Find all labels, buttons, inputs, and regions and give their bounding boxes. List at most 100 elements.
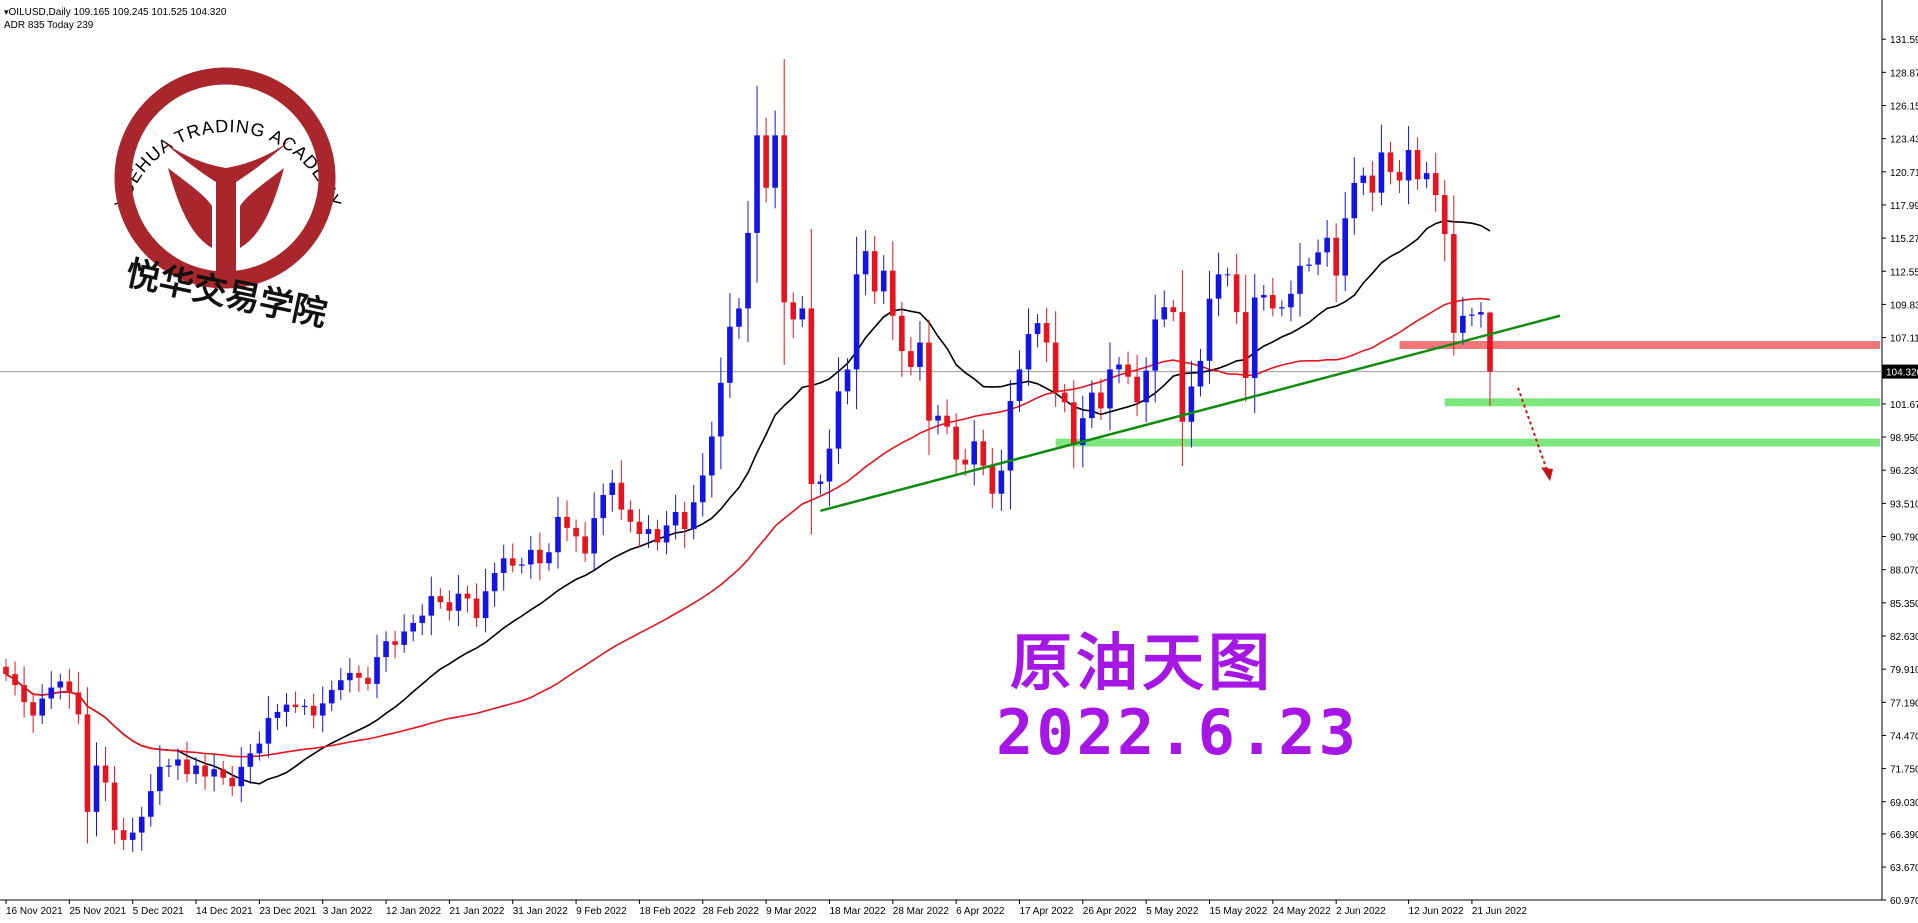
y-tick-label: 82.630 bbox=[1890, 632, 1918, 643]
candle-body bbox=[1423, 173, 1430, 180]
candle bbox=[509, 543, 516, 573]
candle-body bbox=[1324, 237, 1330, 253]
candle-body bbox=[862, 251, 869, 275]
candle-body bbox=[1369, 175, 1376, 193]
candle bbox=[1016, 350, 1023, 413]
candle-body bbox=[627, 509, 634, 522]
candle-body bbox=[401, 631, 407, 645]
candle-body bbox=[564, 516, 570, 528]
candle-body bbox=[1215, 274, 1222, 299]
y-tick-label: 109.830 bbox=[1890, 300, 1918, 311]
candle bbox=[1469, 307, 1475, 327]
x-tick-label: 14 Dec 2021 bbox=[196, 906, 253, 917]
candle-body bbox=[636, 521, 643, 534]
candle-body bbox=[1007, 401, 1014, 471]
x-tick-label: 31 Jan 2022 bbox=[513, 906, 568, 917]
candle bbox=[1107, 342, 1113, 431]
candle bbox=[636, 508, 643, 548]
candle bbox=[564, 500, 570, 542]
projection-arrow-head bbox=[1541, 467, 1553, 482]
candle-body bbox=[247, 753, 254, 767]
candle bbox=[283, 693, 290, 727]
y-tick-label: 101.670 bbox=[1890, 400, 1918, 411]
candle bbox=[1197, 348, 1204, 397]
candle bbox=[736, 298, 742, 339]
candle-body bbox=[1089, 392, 1095, 419]
chart-overlay-title: 原油天图 bbox=[1010, 626, 1275, 699]
candle-body bbox=[500, 558, 507, 573]
candle-body bbox=[374, 657, 380, 684]
ma-fast-line bbox=[5, 219, 1491, 785]
candle bbox=[1432, 152, 1439, 212]
candle-body bbox=[1297, 265, 1303, 294]
candle bbox=[745, 201, 751, 343]
candle-body bbox=[1387, 152, 1394, 172]
candle-body bbox=[1179, 312, 1186, 422]
candle-body bbox=[1279, 307, 1285, 309]
candle bbox=[500, 544, 507, 591]
candle bbox=[1215, 252, 1222, 317]
candle bbox=[1061, 383, 1068, 413]
y-tick-label: 74.470 bbox=[1890, 731, 1918, 742]
candle-body bbox=[1270, 295, 1276, 309]
candle bbox=[1233, 253, 1240, 325]
candle-body bbox=[1487, 312, 1493, 372]
candle bbox=[437, 588, 444, 609]
candle bbox=[202, 752, 208, 790]
candle bbox=[301, 698, 308, 716]
candle-body bbox=[12, 674, 18, 686]
candle bbox=[672, 494, 679, 540]
candle-body bbox=[193, 765, 199, 775]
resistance-zone bbox=[1399, 341, 1880, 350]
candle bbox=[419, 604, 426, 636]
candle bbox=[727, 293, 733, 399]
candle bbox=[1333, 223, 1339, 303]
candle-body bbox=[419, 615, 426, 623]
candle bbox=[1270, 277, 1276, 317]
candle bbox=[347, 658, 353, 693]
candle-body bbox=[365, 677, 371, 684]
candle bbox=[609, 469, 616, 512]
x-tick-label: 16 Nov 2021 bbox=[6, 906, 63, 917]
candle bbox=[491, 562, 498, 607]
candle bbox=[175, 748, 181, 780]
candle-body bbox=[817, 481, 824, 484]
candle-body bbox=[1432, 173, 1439, 196]
y-tick-label: 126.150 bbox=[1890, 101, 1918, 112]
y-tick-label: 98.950 bbox=[1890, 433, 1918, 444]
y-tick-label: 88.070 bbox=[1890, 566, 1918, 577]
candle bbox=[1152, 294, 1159, 403]
candle bbox=[880, 255, 887, 305]
candle bbox=[138, 806, 145, 851]
candle-body bbox=[482, 591, 489, 619]
candle bbox=[1125, 351, 1131, 385]
candle bbox=[1043, 307, 1050, 363]
candle-body bbox=[292, 704, 299, 708]
candle-body bbox=[328, 689, 335, 704]
candle-body bbox=[301, 705, 308, 708]
candle bbox=[1478, 302, 1484, 328]
candle bbox=[473, 583, 480, 627]
candle bbox=[926, 319, 932, 456]
candle-body bbox=[202, 765, 208, 777]
candle-body bbox=[899, 315, 905, 352]
candle-body bbox=[944, 415, 950, 427]
candle bbox=[1414, 137, 1421, 190]
candle-body bbox=[1251, 297, 1258, 378]
candle bbox=[93, 742, 100, 837]
candle bbox=[790, 292, 797, 339]
candle bbox=[835, 357, 842, 465]
candle bbox=[1378, 124, 1385, 206]
time-axis: 16 Nov 2021 25 Nov 2021 5 Dec 2021 14 Dec 2… bbox=[0, 899, 1882, 917]
candle-body bbox=[591, 518, 597, 554]
candle bbox=[1098, 378, 1104, 420]
x-tick-label: 24 May 2022 bbox=[1273, 906, 1331, 917]
candle-body bbox=[672, 512, 679, 526]
candle-body bbox=[211, 769, 217, 777]
candle bbox=[374, 634, 380, 699]
candle bbox=[84, 687, 91, 844]
candle bbox=[75, 671, 82, 724]
x-tick-label: 5 May 2022 bbox=[1146, 906, 1199, 917]
candle bbox=[310, 693, 317, 729]
candle bbox=[1450, 195, 1457, 356]
